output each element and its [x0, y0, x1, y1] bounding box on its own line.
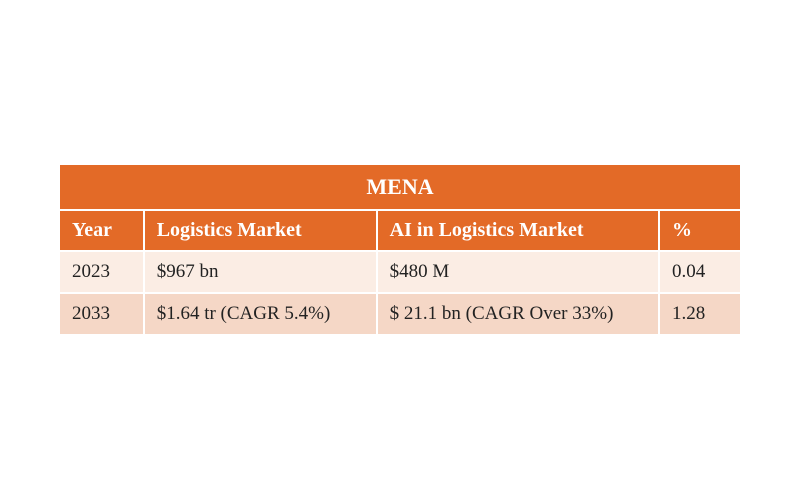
- mena-table: MENA Year Logistics Market AI in Logisti…: [60, 165, 740, 336]
- cell-pct: 0.04: [659, 251, 740, 293]
- col-header-year: Year: [60, 210, 144, 251]
- table-row: 2023 $967 bn $480 M 0.04: [60, 251, 740, 293]
- table-title: MENA: [60, 165, 740, 210]
- table-header-row: Year Logistics Market AI in Logistics Ma…: [60, 210, 740, 251]
- col-header-logistics: Logistics Market: [144, 210, 377, 251]
- cell-year: 2023: [60, 251, 144, 293]
- cell-year: 2033: [60, 293, 144, 335]
- table-row: 2033 $1.64 tr (CAGR 5.4%) $ 21.1 bn (CAG…: [60, 293, 740, 335]
- cell-ai: $ 21.1 bn (CAGR Over 33%): [377, 293, 659, 335]
- cell-logistics: $967 bn: [144, 251, 377, 293]
- cell-pct: 1.28: [659, 293, 740, 335]
- mena-table-container: MENA Year Logistics Market AI in Logisti…: [60, 165, 740, 336]
- table-banner-row: MENA: [60, 165, 740, 210]
- col-header-pct: %: [659, 210, 740, 251]
- col-header-ai: AI in Logistics Market: [377, 210, 659, 251]
- cell-ai: $480 M: [377, 251, 659, 293]
- cell-logistics: $1.64 tr (CAGR 5.4%): [144, 293, 377, 335]
